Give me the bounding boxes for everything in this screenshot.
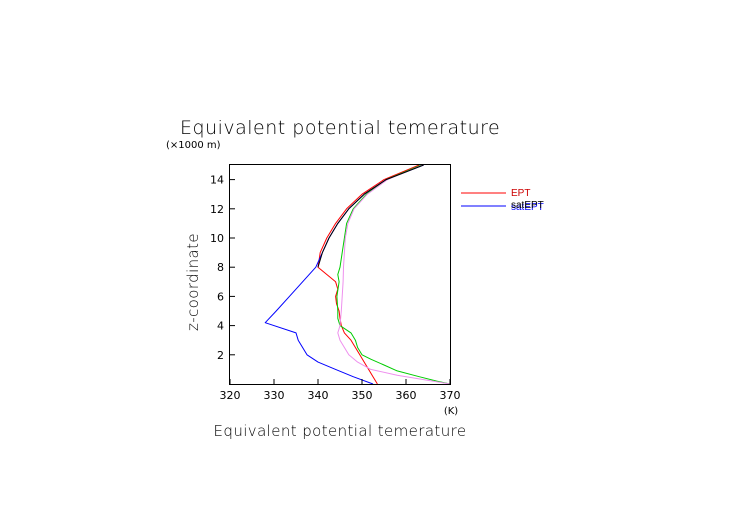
x-tick-label: 330	[264, 389, 285, 402]
series-line-4	[317, 164, 424, 268]
legend-label-0: EPT	[511, 188, 530, 199]
plot-frame	[229, 164, 451, 385]
x-tick-label: 360	[396, 389, 417, 402]
y-tick-label: 12	[210, 203, 224, 216]
y-axis-title: z-coordinate	[184, 233, 202, 331]
series-line-0	[317, 164, 420, 385]
legend-label-1: satEPT	[511, 202, 544, 213]
x-axis-title: Equivalent potential temerature	[214, 422, 467, 440]
x-tick-label: 320	[220, 389, 241, 402]
y-tick-label: 4	[217, 320, 224, 333]
y-tick-label: 14	[210, 174, 224, 187]
chart-title: Equivalent potential temerature	[180, 117, 500, 139]
y-axis-unit: (×1000 m)	[166, 140, 221, 151]
y-tick-label: 10	[210, 232, 224, 245]
x-axis-unit: (K)	[444, 406, 458, 417]
x-tick-label: 370	[440, 389, 461, 402]
x-tick-label: 340	[308, 389, 329, 402]
series-layer	[264, 164, 451, 385]
legend-label-2: satEPT	[511, 200, 544, 211]
x-tick-label: 350	[352, 389, 373, 402]
y-tick-label: 6	[217, 290, 224, 303]
series-line-2	[336, 164, 451, 385]
series-line-3	[337, 164, 451, 385]
ticks-layer: 320 330 340 350 360 370 2 4 6 8 10 12 14	[210, 174, 461, 402]
y-tick-label: 8	[217, 261, 224, 274]
series-line-1	[264, 164, 424, 385]
y-tick-label: 2	[217, 349, 224, 362]
